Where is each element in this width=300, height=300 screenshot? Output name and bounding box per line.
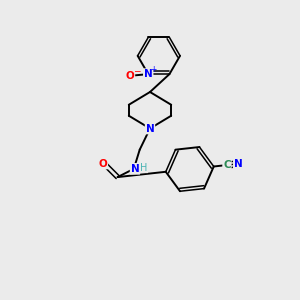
Text: N: N (234, 159, 242, 169)
Text: N: N (146, 124, 154, 134)
Text: O: O (98, 158, 107, 169)
Text: C: C (223, 160, 231, 170)
Text: H: H (140, 163, 148, 173)
Text: O: O (126, 70, 134, 81)
Text: −: − (133, 66, 140, 75)
Text: N: N (130, 164, 140, 174)
Text: +: + (150, 64, 156, 74)
Text: N: N (144, 69, 153, 79)
